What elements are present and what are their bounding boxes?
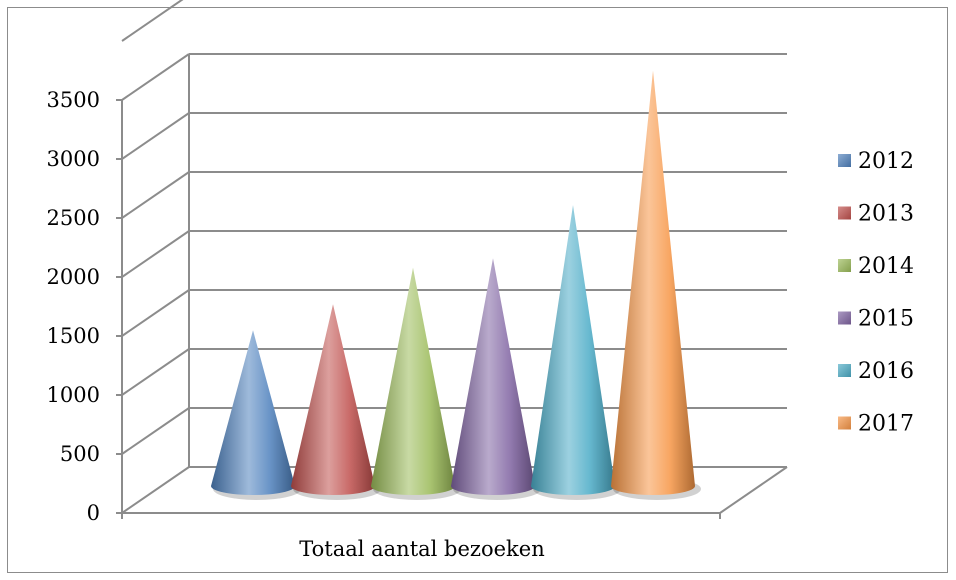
legend-label: 2015: [858, 307, 914, 332]
grid-diagonal: [121, 466, 190, 514]
y-tick-label: 0: [87, 501, 100, 525]
y-tick-label: 3000: [47, 147, 100, 171]
cone-body-2015: [451, 258, 535, 495]
legend-item-2017: 2017: [838, 412, 914, 437]
cone-body-2016: [531, 205, 615, 495]
cone-2013: [291, 304, 381, 500]
legend-swatch: [838, 364, 851, 377]
chart-walls: [121, 54, 788, 519]
legend-item-2015: 2015: [838, 307, 914, 332]
y-tick-label: 2000: [47, 265, 100, 289]
cone-body-2017: [611, 70, 695, 495]
grid-diagonal: [121, 53, 190, 101]
cone-series: [211, 70, 701, 500]
cone-2014: [371, 267, 461, 500]
legend: 2012 2013 2014 2015 2016 2017: [838, 149, 914, 437]
grid-diagonal: [121, 230, 190, 278]
legend-swatch: [838, 259, 851, 272]
grid-diagonal: [121, 348, 190, 396]
grid-diagonal: [121, 289, 190, 337]
legend-label: 2017: [858, 412, 914, 437]
x-category-label: Totaal aantal bezoeken: [299, 537, 545, 561]
legend-item-2013: 2013: [838, 202, 914, 227]
legend-item-2014: 2014: [838, 254, 914, 279]
legend-swatch: [838, 154, 851, 167]
cone-2017: [611, 70, 701, 500]
cone-body-2013: [291, 304, 375, 495]
cone-body-2014: [371, 267, 455, 495]
legend-label: 2012: [858, 149, 914, 174]
legend-label: 2013: [858, 202, 914, 227]
cone-2015: [451, 258, 541, 500]
legend-swatch: [838, 311, 851, 325]
grid-diagonal: [121, 0, 184, 42]
y-axis: 0 500 1000 1500 2000 2500 3000 3500: [47, 88, 122, 525]
legend-swatch: [838, 416, 851, 430]
cone-body-2012: [211, 330, 295, 495]
y-tick-label: 2500: [47, 206, 100, 230]
floor-right-edge: [719, 466, 788, 514]
y-tick-label: 500: [60, 442, 100, 466]
y-tick-label: 3500: [47, 88, 100, 112]
legend-item-2016: 2016: [838, 359, 914, 384]
legend-label: 2016: [858, 359, 914, 384]
grid-diagonal: [121, 112, 190, 160]
legend-swatch: [838, 206, 851, 220]
cone-2012: [211, 330, 301, 500]
y-tick-label: 1500: [47, 324, 100, 348]
cone-2016: [531, 205, 621, 500]
grid-diagonal: [121, 407, 190, 455]
y-tick-label: 1000: [47, 383, 100, 407]
legend-label: 2014: [858, 254, 914, 279]
legend-item-2012: 2012: [838, 149, 914, 174]
grid-diagonal: [121, 171, 190, 219]
